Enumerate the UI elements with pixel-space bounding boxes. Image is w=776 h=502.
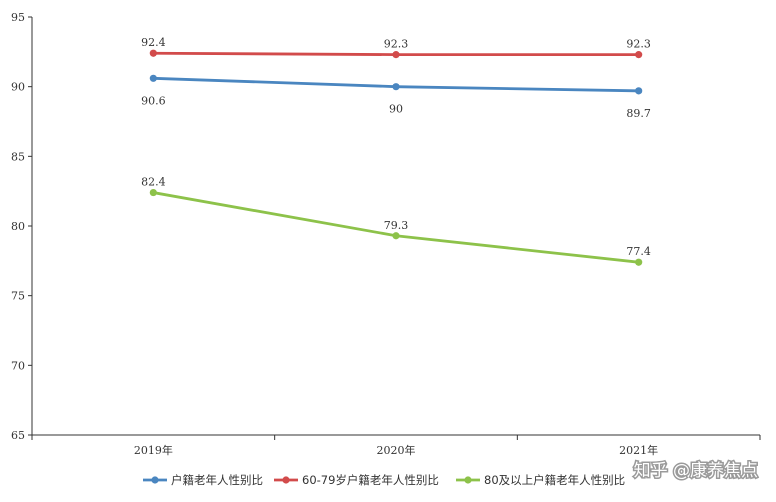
data-labels: 90.6 90 89.7 92.4 92.3 92.3 82.4 79.3 77.4 bbox=[141, 36, 651, 258]
y-tick-label: 85 bbox=[11, 150, 25, 163]
legend-swatch-marker bbox=[464, 476, 472, 484]
legend-swatch-marker bbox=[282, 476, 290, 484]
data-point bbox=[392, 51, 400, 59]
data-point bbox=[149, 74, 157, 82]
y-tick-label: 90 bbox=[11, 81, 25, 94]
y-tick-label: 75 bbox=[11, 290, 25, 303]
legend-swatch-marker bbox=[151, 476, 159, 484]
series-layer bbox=[149, 49, 643, 266]
legend-label: 60-79岁户籍老年人性别比 bbox=[302, 473, 439, 487]
data-label: 90 bbox=[389, 103, 403, 116]
axes: 65 70 75 80 85 90 95 2019年 2020年 2021年 bbox=[11, 11, 761, 457]
data-point bbox=[635, 51, 643, 59]
x-tick-label: 2021年 bbox=[619, 443, 658, 457]
data-label: 77.4 bbox=[626, 245, 651, 258]
data-point bbox=[149, 49, 157, 57]
data-label: 92.4 bbox=[141, 36, 166, 49]
data-point bbox=[392, 232, 400, 240]
y-tick-label: 70 bbox=[11, 359, 25, 372]
data-label: 92.3 bbox=[384, 38, 409, 51]
y-tick-label: 80 bbox=[11, 220, 25, 233]
data-label: 89.7 bbox=[626, 107, 651, 120]
x-tick-label: 2020年 bbox=[377, 443, 416, 457]
data-label: 92.3 bbox=[626, 38, 651, 51]
y-tick-label: 65 bbox=[11, 429, 25, 442]
data-label: 79.3 bbox=[384, 219, 409, 232]
data-point bbox=[635, 258, 643, 266]
legend-label: 80及以上户籍老年人性别比 bbox=[484, 473, 625, 487]
x-tick-label: 2019年 bbox=[134, 443, 173, 457]
data-point bbox=[635, 87, 643, 95]
watermark-text: 知乎 @康养焦点 bbox=[634, 461, 758, 481]
y-tick-label: 95 bbox=[11, 11, 25, 24]
watermark: 知乎 @康养焦点 bbox=[632, 460, 759, 483]
legend: 户籍老年人性别比 60-79岁户籍老年人性别比 80及以上户籍老年人性别比 bbox=[143, 473, 625, 487]
data-label: 82.4 bbox=[141, 176, 166, 189]
data-label: 90.6 bbox=[141, 94, 166, 107]
legend-label: 户籍老年人性别比 bbox=[171, 473, 263, 487]
data-point bbox=[149, 188, 157, 197]
data-point bbox=[392, 83, 400, 91]
